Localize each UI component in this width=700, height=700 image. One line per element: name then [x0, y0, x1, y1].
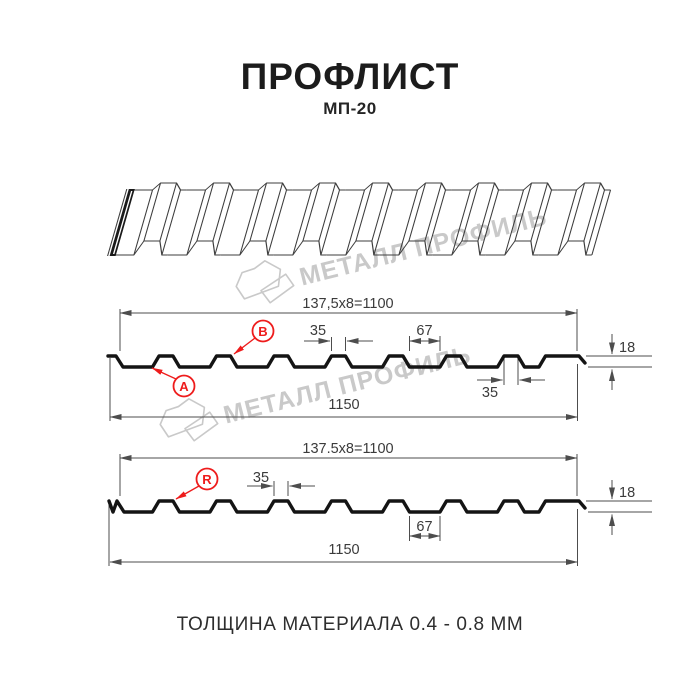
surface-label-a: A: [179, 379, 189, 394]
surface-label-r: R: [202, 472, 212, 487]
watermark-text: МЕТАЛЛ ПРОФИЛЬ: [221, 341, 474, 430]
marker-b-circle: [251, 319, 275, 343]
profile-bottom-view: 137.5x8=1100 35 67 18 1150 R: [107, 441, 652, 566]
brand-logo-icon: [231, 254, 298, 311]
dim-label-edge-flat: 35: [482, 385, 498, 401]
watermark-brand-lower: МЕТАЛЛ ПРОФИЛЬ: [155, 341, 474, 449]
material-thickness-note: ТОЛЩИНА МАТЕРИАЛА 0.4 - 0.8 ММ: [176, 614, 524, 635]
dim-label-groove: 67: [416, 519, 432, 535]
marker-r-circle: [195, 467, 219, 491]
marker-r-leader: [175, 485, 200, 500]
marker-b-leader: [233, 337, 256, 355]
profile-cross-section: [107, 499, 587, 514]
marker-a-leader: [151, 367, 177, 380]
dim-label-module: 137.5x8=1100: [302, 441, 393, 457]
dim-label-rib-top: 35: [310, 323, 326, 339]
dim-label-module: 137,5x8=1100: [302, 296, 393, 312]
page-title: ПРОФЛИСТ: [240, 56, 460, 97]
dim-label-overall: 1150: [328, 542, 359, 558]
watermark-brand-upper: МЕТАЛЛ ПРОФИЛЬ: [231, 203, 550, 311]
profile-3d-view: [107, 182, 614, 256]
dim-label-height: 18: [619, 340, 635, 356]
dim-label-rib-top: 35: [253, 470, 269, 486]
marker-a-circle: [172, 374, 196, 398]
dim-label-height: 18: [619, 485, 635, 501]
dim-label-overall: 1150: [328, 397, 359, 413]
brand-logo-icon: [155, 392, 222, 449]
sheet-right-edge: [591, 190, 612, 255]
profile-cross-section: [106, 354, 587, 369]
profile-model-code: МП-20: [323, 99, 377, 118]
watermark-text: МЕТАЛЛ ПРОФИЛЬ: [297, 203, 550, 292]
surface-label-b: B: [258, 324, 267, 339]
profile-top-view: 137,5x8=1100 35 67 35 18 1150 B A: [106, 296, 652, 421]
dim-label-groove: 67: [416, 323, 432, 339]
